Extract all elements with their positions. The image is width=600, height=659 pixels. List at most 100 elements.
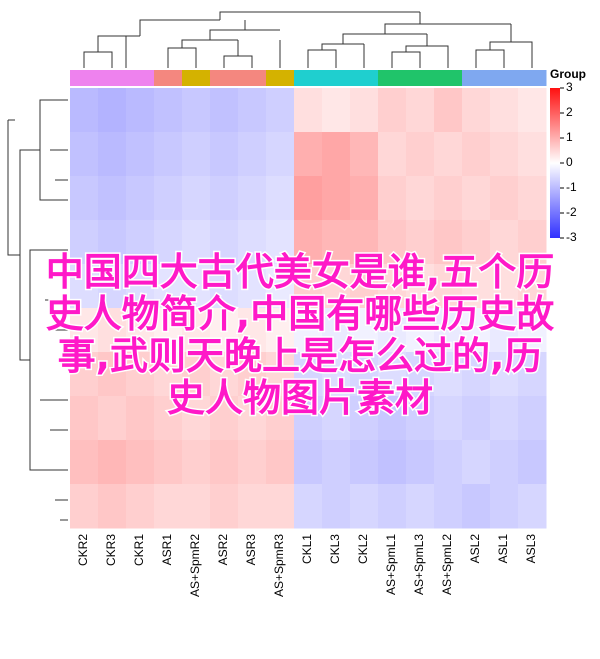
heatmap-cell xyxy=(322,132,351,177)
column-label: ASR3 xyxy=(244,534,258,566)
heatmap-cell xyxy=(70,308,99,353)
heatmap xyxy=(70,88,547,529)
heatmap-cell xyxy=(462,484,491,529)
heatmap-cell xyxy=(98,176,127,221)
row-dendrogram xyxy=(7,99,68,521)
heatmap-cell xyxy=(182,484,211,529)
heatmap-cell xyxy=(350,440,379,485)
heatmap-cell xyxy=(462,264,491,309)
heatmap-cell xyxy=(238,220,267,265)
heatmap-cell xyxy=(126,440,155,485)
heatmap-cell xyxy=(98,352,127,397)
colorbar-tick-label: 3 xyxy=(566,80,573,94)
heatmap-cell xyxy=(378,440,407,485)
heatmap-cell xyxy=(70,176,99,221)
heatmap-cell xyxy=(490,88,519,133)
heatmap-cell xyxy=(98,264,127,309)
heatmap-cell xyxy=(294,352,323,397)
heatmap-cell xyxy=(98,396,127,441)
heatmap-cell xyxy=(294,396,323,441)
heatmap-cell xyxy=(462,176,491,221)
heatmap-cell xyxy=(294,440,323,485)
heatmap-cell xyxy=(490,308,519,353)
heatmap-cell xyxy=(518,396,547,441)
heatmap-cell xyxy=(434,308,463,353)
heatmap-cell xyxy=(322,176,351,221)
colorbar-tick-label: 1 xyxy=(566,130,573,144)
heatmap-cell xyxy=(154,352,183,397)
overlay-line: 中国四大古代美女是谁,五个历 xyxy=(46,250,554,294)
heatmap-cell xyxy=(238,396,267,441)
heatmap-cell xyxy=(434,176,463,221)
heatmap-cell xyxy=(98,440,127,485)
heatmap-cell xyxy=(266,352,295,397)
heatmap-cell xyxy=(266,308,295,353)
heatmap-cell xyxy=(70,352,99,397)
heatmap-cell xyxy=(322,396,351,441)
heatmap-cell xyxy=(126,352,155,397)
heatmap-cell xyxy=(294,220,323,265)
group-cell xyxy=(70,70,99,86)
heatmap-cell xyxy=(462,220,491,265)
heatmap-cell xyxy=(182,440,211,485)
heatmap-cell xyxy=(126,176,155,221)
heatmap-cell xyxy=(154,220,183,265)
heatmap-cell xyxy=(294,88,323,133)
heatmap-cell xyxy=(210,88,239,133)
heatmap-cell xyxy=(462,132,491,177)
colorbar-tick-label: -2 xyxy=(566,205,577,219)
heatmap-cell xyxy=(294,176,323,221)
heatmap-cell xyxy=(210,220,239,265)
group-cell xyxy=(350,70,379,86)
heatmap-cell xyxy=(238,88,267,133)
heatmap-cell xyxy=(154,132,183,177)
group-cell xyxy=(294,70,323,86)
column-label: ASR1 xyxy=(160,534,174,566)
group-cell xyxy=(182,70,211,86)
colorbar-tick-label: -1 xyxy=(566,180,577,194)
heatmap-cell xyxy=(434,264,463,309)
heatmap-cell xyxy=(210,264,239,309)
heatmap-cell xyxy=(210,132,239,177)
heatmap-cell xyxy=(378,484,407,529)
column-label: CKL2 xyxy=(356,534,370,564)
heatmap-cell xyxy=(238,440,267,485)
heatmap-cell xyxy=(294,132,323,177)
heatmap-cell xyxy=(350,88,379,133)
column-label: AS+SpmL2 xyxy=(440,534,454,595)
heatmap-cell xyxy=(182,176,211,221)
heatmap-cell xyxy=(350,352,379,397)
heatmap-cell xyxy=(210,440,239,485)
column-label: CKL3 xyxy=(328,534,342,564)
heatmap-cell xyxy=(182,88,211,133)
heatmap-cell xyxy=(70,484,99,529)
heatmap-cell xyxy=(378,352,407,397)
heatmap-cell xyxy=(238,264,267,309)
column-label: AS+SpmL3 xyxy=(412,534,426,595)
heatmap-cell xyxy=(154,308,183,353)
heatmap-cell xyxy=(210,308,239,353)
heatmap-cell xyxy=(238,308,267,353)
heatmap-cell xyxy=(406,220,435,265)
heatmap-cell xyxy=(462,88,491,133)
heatmap-cell xyxy=(490,264,519,309)
heatmap-cell xyxy=(154,396,183,441)
heatmap-cell xyxy=(462,308,491,353)
group-cell xyxy=(462,70,491,86)
heatmap-cell xyxy=(294,308,323,353)
heatmap-cell xyxy=(434,88,463,133)
heatmap-cell xyxy=(350,308,379,353)
heatmap-cell xyxy=(126,308,155,353)
heatmap-cell xyxy=(378,176,407,221)
heatmap-cell xyxy=(266,220,295,265)
column-dendrogram xyxy=(83,11,533,68)
heatmap-cell xyxy=(406,132,435,177)
heatmap-cell xyxy=(490,220,519,265)
heatmap-cell xyxy=(98,484,127,529)
heatmap-cell xyxy=(98,220,127,265)
heatmap-cell xyxy=(210,352,239,397)
heatmap-cell xyxy=(378,88,407,133)
heatmap-cell xyxy=(322,484,351,529)
heatmap-cell xyxy=(462,440,491,485)
heatmap-cell xyxy=(266,440,295,485)
